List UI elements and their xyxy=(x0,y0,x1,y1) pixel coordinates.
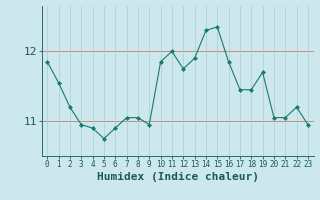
X-axis label: Humidex (Indice chaleur): Humidex (Indice chaleur) xyxy=(97,172,259,182)
